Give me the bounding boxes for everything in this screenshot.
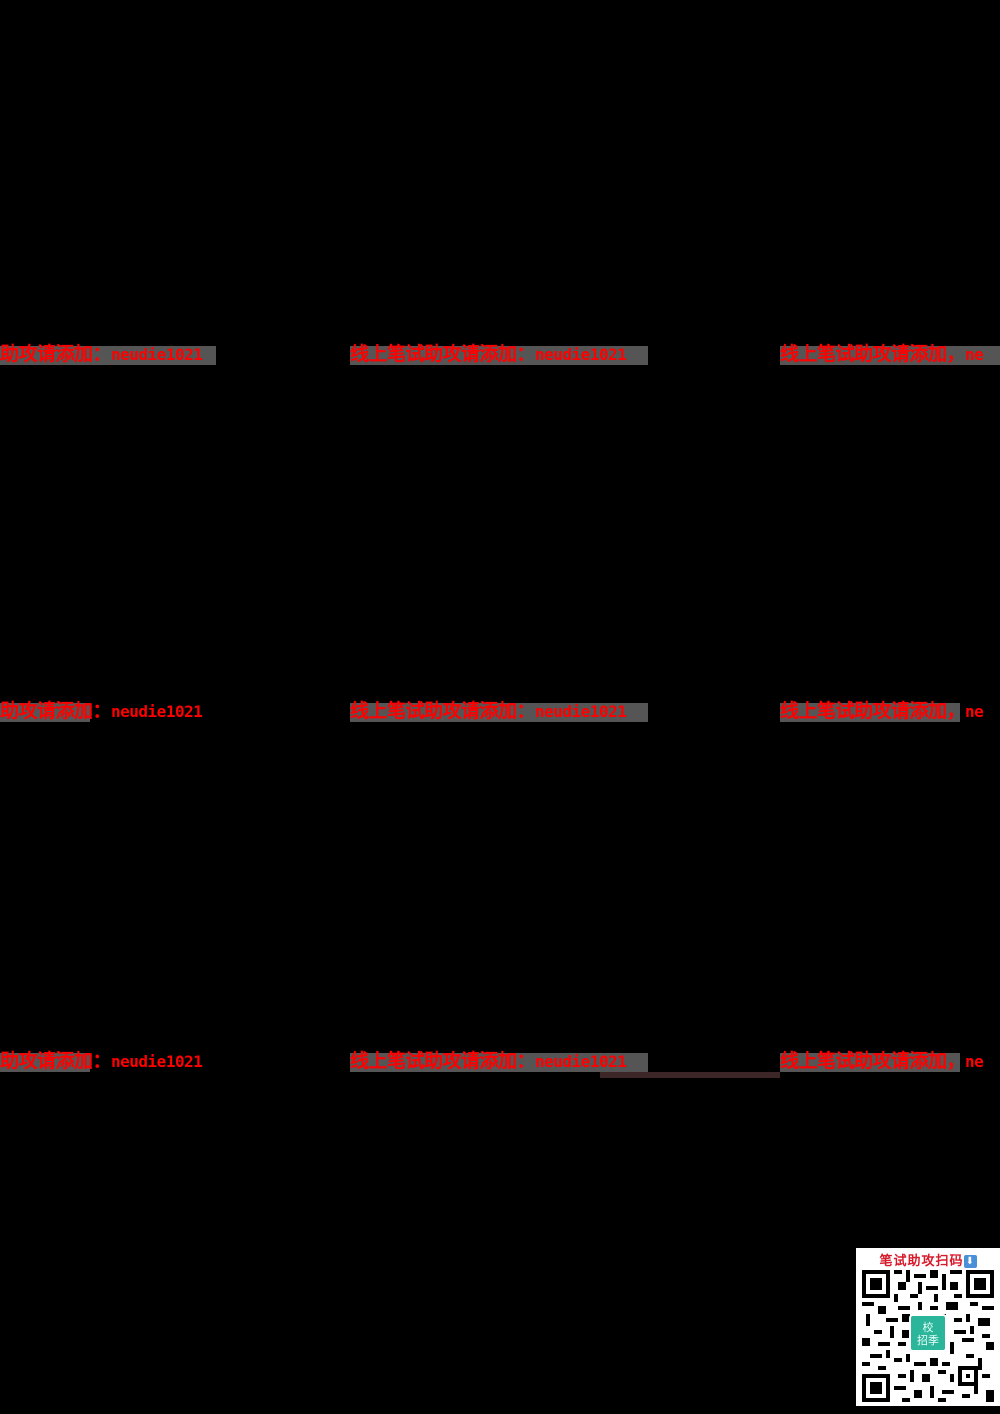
- arrow-down-icon: ⬇: [963, 1255, 977, 1268]
- watermark-id: neudie1021: [111, 702, 203, 721]
- watermark-label: 助攻请添加：: [0, 700, 112, 722]
- watermark-id: ne: [965, 702, 984, 721]
- watermark-backing: [350, 703, 648, 722]
- watermark-text: 助攻请添加：neudie1021: [0, 343, 216, 365]
- watermark-text: 线上笔试助攻请添加：neudie1021: [350, 1050, 648, 1072]
- qr-title-text: 笔试助攻扫码: [879, 1254, 964, 1269]
- watermark-text: 线上笔试助攻请添加，ne: [780, 1050, 1000, 1072]
- watermark-label: 线上笔试助攻请添加，: [780, 343, 966, 365]
- watermark-backing: [0, 703, 90, 722]
- watermark-backing: [350, 346, 648, 365]
- logo-text-line2: 招季: [917, 1334, 939, 1347]
- qr-center-logo: 校 招季: [909, 1314, 947, 1352]
- watermark-id: neudie1021: [535, 702, 627, 721]
- watermark-id: neudie1021: [111, 345, 203, 364]
- watermark-backing: [780, 1053, 960, 1072]
- watermark-label: 线上笔试助攻请添加：: [350, 700, 536, 722]
- watermark-id: neudie1021: [111, 1052, 203, 1071]
- watermark-text: 线上笔试助攻请添加：neudie1021: [350, 343, 648, 365]
- logo-text-line1: 校: [922, 1321, 934, 1334]
- watermark-backing: [0, 1053, 90, 1072]
- watermark-backing: [0, 346, 216, 365]
- watermark-id: neudie1021: [535, 345, 627, 364]
- watermark-label: 助攻请添加：: [0, 1050, 112, 1072]
- watermark-text: 助攻请添加：neudie1021: [0, 1050, 216, 1072]
- watermark-label: 线上笔试助攻请添加，: [780, 700, 966, 722]
- qr-code-card[interactable]: 笔试助攻扫码 ⬇: [856, 1248, 1000, 1406]
- watermark-label: 线上笔试助攻请添加：: [350, 1050, 536, 1072]
- watermark-text: 线上笔试助攻请添加：neudie1021: [350, 700, 648, 722]
- watermark-text: 线上笔试助攻请添加，ne: [780, 700, 1000, 722]
- watermark-backing: [350, 1053, 648, 1072]
- watermark-text: 助攻请添加：neudie1021: [0, 700, 216, 722]
- watermark-label: 助攻请添加：: [0, 343, 112, 365]
- qr-title: 笔试助攻扫码 ⬇: [856, 1250, 1000, 1269]
- watermark-id: ne: [965, 1052, 984, 1071]
- watermark-id: ne: [965, 345, 984, 364]
- watermark-id: neudie1021: [535, 1052, 627, 1071]
- watermark-backing: [780, 346, 1000, 365]
- divider-bar: [600, 1072, 780, 1078]
- watermark-backing: [780, 703, 960, 722]
- watermark-text: 线上笔试助攻请添加，ne: [780, 343, 1000, 365]
- watermark-label: 线上笔试助攻请添加：: [350, 343, 536, 365]
- watermark-label: 线上笔试助攻请添加，: [780, 1050, 966, 1072]
